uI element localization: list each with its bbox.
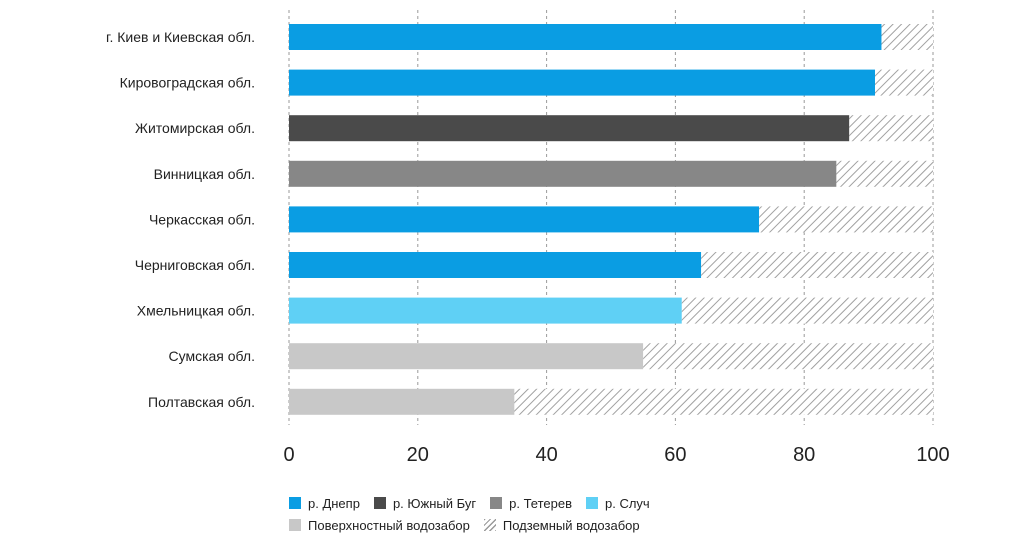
legend-swatch	[483, 519, 496, 531]
category-label: Черниговская обл.	[135, 257, 255, 273]
legend-swatch	[373, 497, 386, 509]
bar-underground	[881, 24, 933, 50]
bar-surface	[289, 160, 837, 187]
category-label: Хмельницкая обл.	[137, 303, 255, 319]
category-labels: г. Киев и Киевская обл. Кировоградская об…	[106, 29, 255, 410]
bar-surface	[289, 24, 882, 50]
legend-label: р. Днепр	[308, 495, 360, 511]
category-label: Винницкая обл.	[154, 166, 255, 182]
legend-row-intake: Поверхностный водозабор Подземный водозаб…	[289, 514, 989, 536]
x-tick-labels: 0 20 40 60 80 100	[283, 444, 949, 466]
legend-swatch	[289, 497, 301, 509]
legend-swatch	[289, 519, 301, 531]
legend: р. Днепр р. Южный Буг р. Тетерев р. Случ По…	[289, 492, 989, 536]
bar-underground	[514, 388, 933, 415]
legend-item: р. Случ	[585, 495, 650, 511]
legend-item: р. Днепр	[289, 496, 360, 511]
category-label: Черкасская обл.	[149, 211, 255, 227]
bar-underground	[875, 69, 933, 96]
legend-label: р. Случ	[604, 495, 650, 511]
category-label: г. Киев и Киевская обл.	[106, 29, 255, 45]
bar-surface	[289, 115, 850, 142]
bar-underground	[681, 297, 933, 324]
legend-item: Подземный водозабор	[483, 517, 640, 533]
bar-surface	[289, 252, 702, 278]
bar-surface	[289, 388, 515, 415]
legend-item: р. Тетерев	[490, 496, 572, 511]
x-tick-label: 80	[793, 444, 815, 466]
bars	[289, 24, 933, 415]
category-label: Кировоградская обл.	[120, 75, 255, 91]
legend-label: р. Тетерев	[509, 495, 572, 511]
bar-underground	[701, 252, 933, 278]
bar-underground	[849, 115, 933, 142]
category-label: Житомирская обл.	[135, 120, 255, 136]
legend-item: р. Южный Буг	[373, 495, 477, 511]
legend-item: Поверхностный водозабор	[289, 518, 470, 533]
bar-underground	[643, 343, 933, 370]
legend-swatch	[585, 497, 598, 509]
category-label: Полтавская обл.	[148, 394, 255, 410]
bar-surface	[289, 206, 760, 233]
bar-surface	[289, 297, 682, 324]
legend-label: Подземный водозабор	[502, 517, 640, 533]
category-label: Сумская обл.	[168, 348, 255, 364]
x-tick-label: 60	[664, 444, 686, 466]
x-tick-label: 40	[535, 444, 557, 466]
legend-row-rivers: р. Днепр р. Южный Буг р. Тетерев р. Случ	[289, 492, 989, 514]
legend-swatch	[490, 497, 503, 509]
legend-label: Поверхностный водозабор	[308, 517, 470, 533]
x-tick-label: 20	[407, 444, 429, 466]
bar-surface	[289, 343, 644, 370]
bar-surface	[289, 69, 876, 96]
legend-label: р. Южный Буг	[392, 495, 477, 511]
bar-underground	[836, 160, 933, 187]
x-tick-label: 0	[283, 444, 294, 466]
bar-underground	[759, 206, 933, 233]
x-tick-label: 100	[916, 444, 949, 466]
